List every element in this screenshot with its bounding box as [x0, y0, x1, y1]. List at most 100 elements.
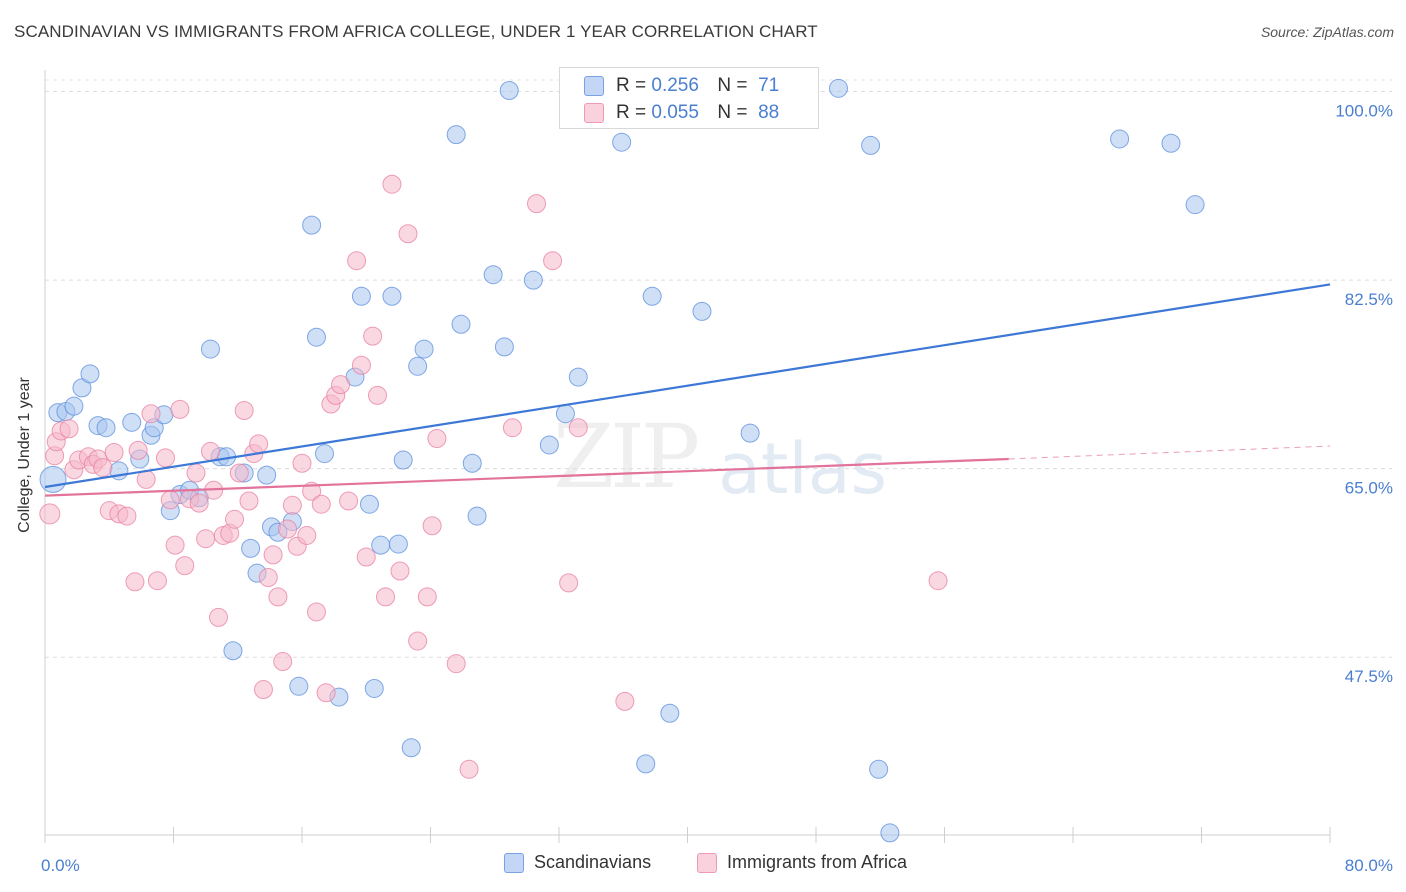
- scandinavian-point: [828, 78, 848, 98]
- africa-point: [356, 547, 376, 567]
- scandinavian-point: [393, 450, 413, 470]
- scandinavian-point: [483, 265, 503, 285]
- africa-point: [417, 587, 437, 607]
- x-tick-label: 80.0%: [1345, 856, 1393, 875]
- scandinavian-point: [467, 506, 487, 526]
- series-legend: Scandinavians Immigrants from Africa: [0, 850, 1406, 878]
- scandinavian-point: [861, 135, 881, 155]
- africa-point: [170, 399, 190, 419]
- scandinavian-point: [382, 286, 402, 306]
- r-value: 0.055: [651, 102, 699, 123]
- africa-point: [175, 556, 195, 576]
- africa-point: [376, 587, 396, 607]
- scandinavian-point: [636, 754, 656, 774]
- scandinavian-point: [612, 132, 632, 152]
- africa-point: [446, 654, 466, 674]
- r-label: R =: [616, 75, 647, 96]
- africa-point: [292, 453, 312, 473]
- africa-point: [59, 419, 79, 439]
- scandinavian-point: [494, 337, 514, 357]
- africa-point: [189, 493, 209, 513]
- scandinavian-point: [408, 356, 428, 376]
- africa-point: [234, 400, 254, 420]
- africa-point: [258, 567, 278, 587]
- source-label: Source: ZipAtlas.com: [1260, 24, 1394, 40]
- scandinavian-point: [451, 314, 471, 334]
- scandinavian-point: [314, 444, 334, 464]
- scandinavian-point: [740, 423, 760, 443]
- legend-item-africa[interactable]: Immigrants from Africa: [697, 852, 907, 873]
- africa-point: [141, 404, 161, 424]
- scandinavian-point: [64, 396, 84, 416]
- legend-swatch-blue: [504, 852, 524, 873]
- africa-point: [128, 440, 148, 460]
- africa-point: [543, 251, 563, 271]
- africa-trend-extension: [1008, 445, 1331, 460]
- r-label: R =: [616, 102, 647, 123]
- n-label: N =: [717, 102, 748, 123]
- grid-lines: [45, 79, 1392, 658]
- africa-point: [615, 691, 635, 711]
- scandinavian-point: [499, 80, 519, 100]
- scandinavian-point: [869, 759, 889, 779]
- africa-point: [297, 525, 317, 545]
- legend-swatch-blue: [584, 76, 604, 96]
- africa-point: [282, 495, 302, 515]
- africa-point: [311, 494, 331, 514]
- scandinavian-point: [241, 538, 261, 558]
- n-value: 71: [758, 75, 780, 96]
- legend-label: Immigrants from Africa: [727, 852, 908, 872]
- africa-point: [93, 458, 113, 478]
- africa-point: [347, 251, 367, 271]
- africa-point: [136, 469, 156, 489]
- africa-point: [229, 463, 249, 483]
- africa-point: [104, 443, 124, 462]
- africa-point: [459, 759, 479, 779]
- africa-point: [278, 519, 298, 539]
- africa-point: [422, 516, 442, 536]
- scandinavian-point: [660, 703, 680, 723]
- legend-row-africa: R = 0.055 N = 88: [584, 100, 779, 126]
- chart-title: SCANDINAVIAN VS IMMIGRANTS FROM AFRICA C…: [14, 22, 818, 41]
- y-tick-label: 47.5%: [1345, 667, 1393, 686]
- scandinavian-point: [692, 301, 712, 321]
- africa-point: [263, 545, 283, 565]
- scandinavian-point: [359, 494, 379, 514]
- africa-point: [200, 441, 220, 461]
- legend-swatch-pink: [697, 852, 717, 873]
- scandinavian-point: [223, 641, 243, 661]
- y-axis-label: College, Under 1 year: [16, 377, 33, 533]
- africa-point: [160, 490, 180, 510]
- scandinavian-point: [1161, 133, 1181, 153]
- scandinavian-point: [122, 412, 142, 432]
- tick-labels: 47.5% 65.0% 82.5% 100.0% 0.0% 80.0%: [41, 102, 1393, 875]
- africa-point: [239, 491, 259, 511]
- africa-point: [253, 680, 273, 700]
- africa-point: [165, 535, 185, 555]
- scandinavian-point: [568, 367, 588, 387]
- n-label: N =: [717, 75, 748, 96]
- scandinavian-point: [401, 738, 421, 758]
- scandinavian-point: [555, 404, 575, 424]
- africa-point: [502, 418, 522, 438]
- legend-item-scandinavians[interactable]: Scandinavians: [504, 852, 651, 873]
- scandinavian-point: [462, 453, 482, 473]
- scandinavian-point: [1185, 195, 1205, 215]
- scandinavian-point: [200, 339, 220, 359]
- africa-point: [363, 326, 383, 346]
- africa-point: [186, 463, 206, 483]
- africa-trend-line: [44, 457, 1009, 497]
- africa-point: [527, 194, 547, 214]
- africa-point: [568, 418, 588, 438]
- y-tick-label: 100.0%: [1335, 102, 1393, 121]
- africa-point: [339, 491, 359, 511]
- legend-row-scandinavians: R = 0.256 N = 71: [584, 73, 779, 99]
- scandinavian-point: [523, 270, 543, 290]
- y-tick-label: 82.5%: [1345, 290, 1393, 309]
- trend-lines: [44, 283, 1331, 497]
- legend-label: Scandinavians: [534, 852, 652, 872]
- africa-point: [125, 572, 145, 592]
- scandinavian-point: [539, 435, 559, 455]
- scandinavians-points: [39, 78, 1205, 843]
